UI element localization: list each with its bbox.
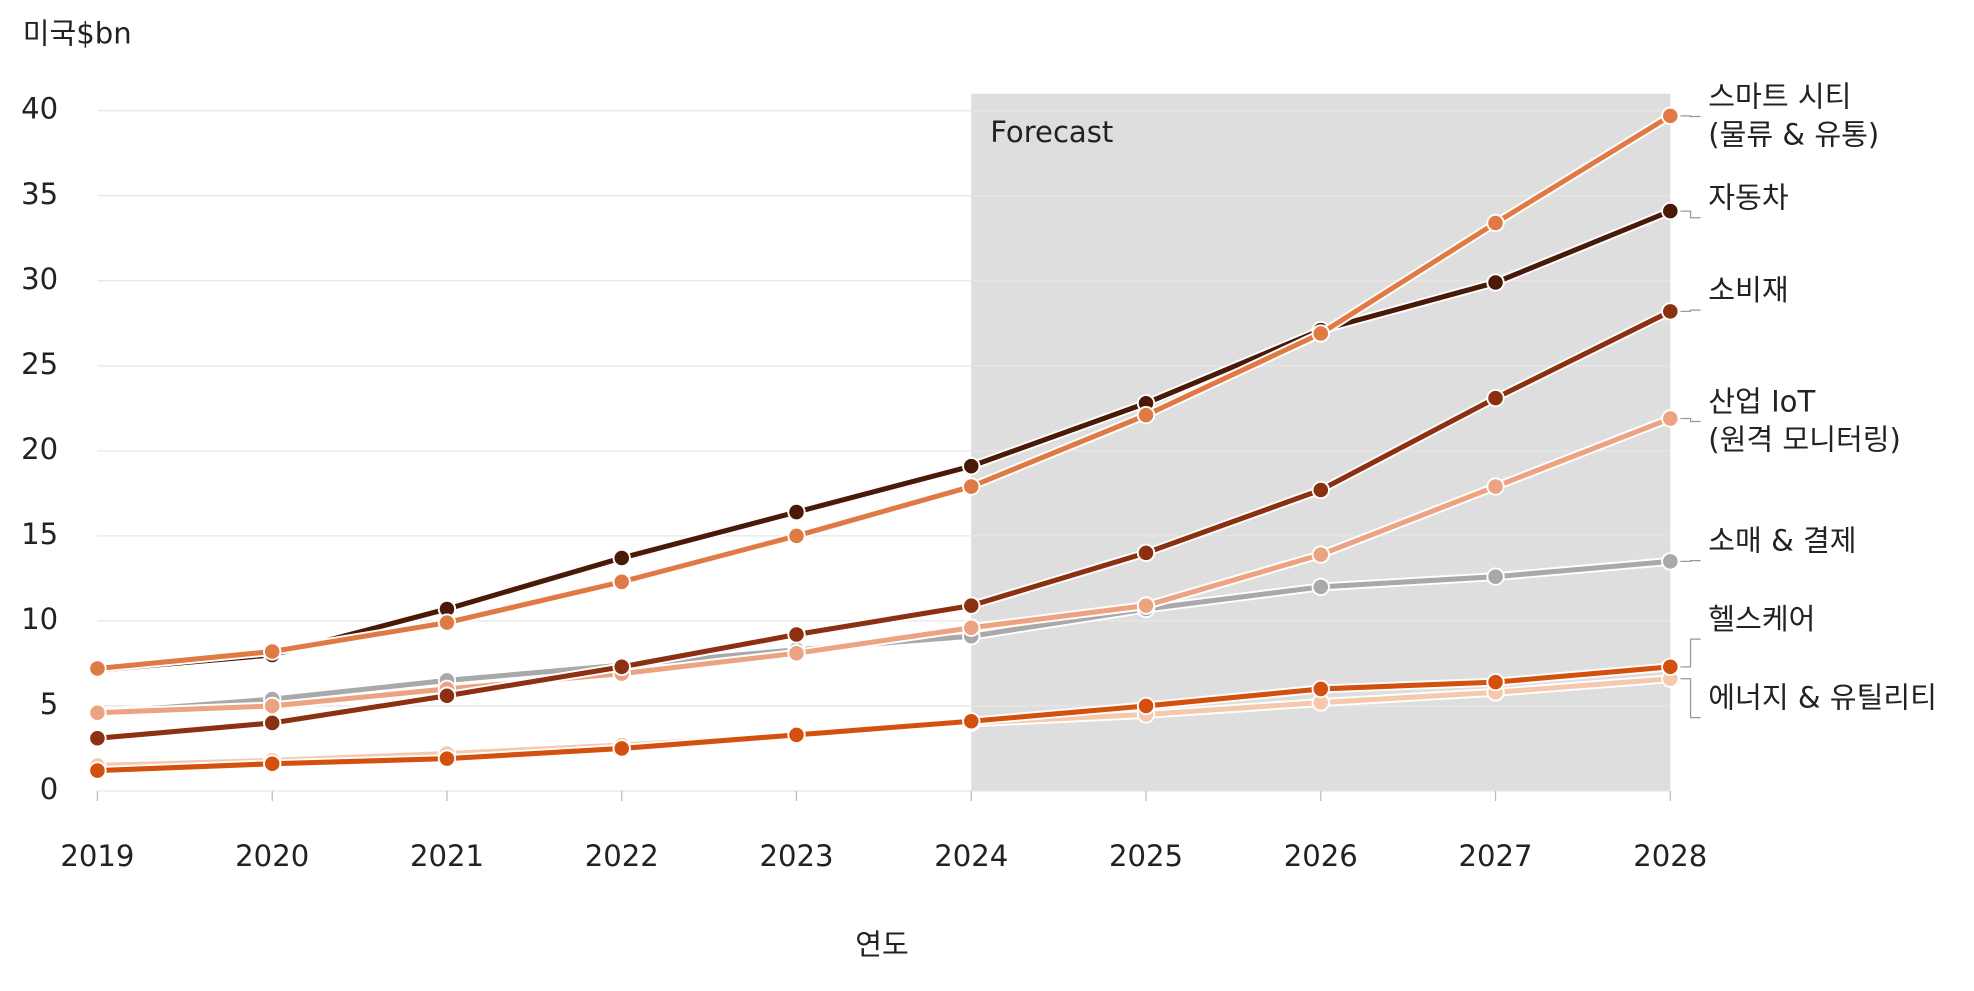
data-point [263, 754, 282, 773]
data-point [1661, 302, 1680, 321]
x-tick-label: 2019 [60, 839, 134, 873]
data-point [1661, 657, 1680, 677]
data-point [962, 477, 981, 496]
legend-item: 헬스케어 [1708, 603, 1816, 637]
data-point [1311, 577, 1330, 597]
legend-label: 산업 IoT (원격 모니터링) [1708, 386, 1901, 457]
data-point [1136, 596, 1156, 615]
x-tick-label: 2028 [1633, 839, 1707, 873]
data-point [1311, 324, 1330, 343]
data-point [263, 696, 282, 716]
x-tick-label: 2026 [1284, 839, 1358, 873]
y-tick-label: 35 [21, 177, 58, 211]
data-point [1136, 696, 1156, 716]
legend-label: 자동차 [1708, 182, 1789, 216]
data-point [1486, 388, 1505, 408]
y-tick-label: 20 [21, 432, 58, 466]
data-point [962, 712, 981, 731]
series-line [97, 309, 1672, 741]
legend-leader [1680, 417, 1701, 423]
legend-label: 에너지 & 유틸리티 [1708, 682, 1937, 716]
y-tick-label: 0 [40, 772, 59, 806]
legend-label: 소매 & 결제 [1708, 525, 1857, 559]
data-point [1486, 213, 1505, 233]
data-point [1661, 552, 1680, 571]
data-point [437, 613, 457, 632]
x-axis-title: 연도 [855, 928, 909, 962]
data-point [787, 644, 806, 663]
x-tick-label: 2020 [235, 839, 309, 873]
data-point [263, 713, 282, 733]
data-point [1486, 567, 1505, 586]
y-tick-label: 5 [40, 687, 59, 721]
series-line [97, 113, 1672, 672]
x-tick-label: 2024 [934, 839, 1008, 873]
data-point [787, 526, 806, 546]
data-point [612, 572, 631, 591]
data-point [88, 729, 107, 748]
legend-leader [1680, 210, 1701, 219]
x-tick-label: 2021 [410, 839, 484, 873]
data-point [787, 502, 806, 522]
data-point [263, 642, 282, 661]
x-tick-label: 2023 [759, 839, 833, 873]
data-point [962, 456, 981, 476]
data-point [88, 703, 107, 722]
legend-leader [1680, 115, 1701, 118]
series-line [97, 664, 1671, 774]
data-point [1486, 477, 1505, 496]
data-point [437, 749, 457, 768]
y-tick-label: 30 [21, 262, 58, 296]
data-point [1136, 405, 1156, 425]
series-line [97, 416, 1672, 716]
data-point [612, 657, 631, 677]
legend-item: 에너지 & 유틸리티 [1708, 682, 1937, 716]
data-point [1311, 545, 1330, 564]
x-tick-label: 2025 [1109, 839, 1183, 873]
data-point [787, 725, 806, 745]
data-point [1136, 543, 1156, 563]
y-tick-label: 40 [21, 92, 58, 126]
legend-item: 스마트 시티 (물류 & 유통) [1708, 81, 1880, 152]
legend-item: 소매 & 결제 [1708, 525, 1857, 559]
data-point [1486, 273, 1505, 292]
legend-item: 자동차 [1708, 182, 1789, 216]
data-point [1661, 201, 1680, 221]
legend-label: 스마트 시티 (물류 & 유통) [1708, 81, 1880, 152]
data-point [962, 596, 981, 615]
data-point [88, 761, 107, 780]
data-point [787, 625, 806, 644]
x-tick-label: 2022 [585, 839, 659, 873]
data-point [1311, 480, 1330, 500]
data-point [88, 659, 107, 678]
legend-leader [1680, 309, 1701, 313]
y-axis-title: 미국$bn [23, 17, 132, 51]
y-tick-label: 25 [21, 347, 58, 381]
data-point [1661, 106, 1680, 126]
forecast-label: Forecast [990, 115, 1113, 149]
legend-label: 헬스케어 [1708, 603, 1816, 637]
data-point [1486, 672, 1505, 692]
data-point [1661, 409, 1680, 428]
legend-item: 산업 IoT (원격 모니터링) [1708, 386, 1901, 457]
x-tick-label: 2027 [1459, 839, 1533, 873]
data-point [437, 686, 457, 705]
legend-leader [1680, 678, 1701, 719]
y-tick-label: 15 [21, 517, 58, 551]
data-point [612, 739, 631, 758]
legend-leader [1680, 638, 1701, 668]
data-point [1311, 679, 1330, 699]
legend-item: 소비재 [1708, 274, 1789, 308]
data-point [612, 548, 631, 568]
data-point [962, 618, 981, 637]
y-tick-label: 10 [21, 602, 58, 636]
legend-leader [1680, 560, 1701, 563]
series-line [97, 208, 1672, 673]
legend-label: 소비재 [1708, 274, 1789, 308]
